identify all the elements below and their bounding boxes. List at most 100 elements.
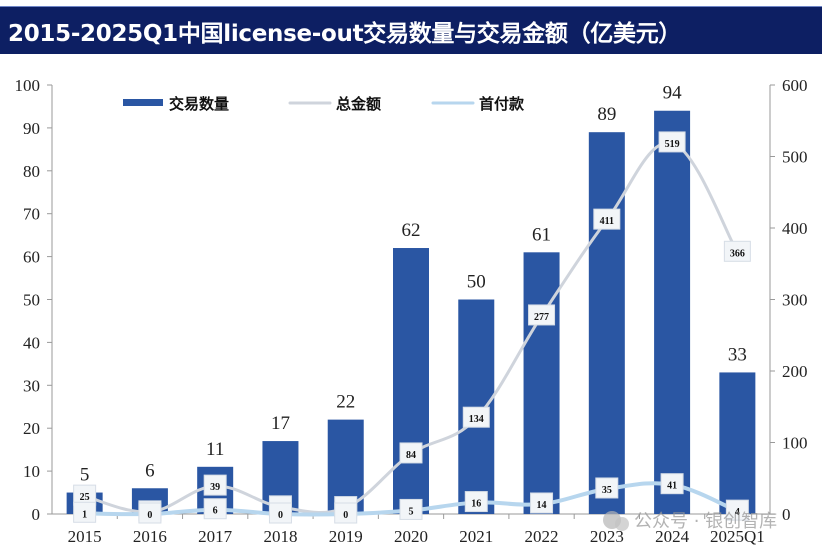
- x-tick-label: 2015: [68, 527, 102, 546]
- bar-value-label: 61: [532, 224, 551, 245]
- upfront-payment-line-point-label: 0: [268, 502, 292, 524]
- wechat-icon-bubble: [615, 517, 629, 531]
- x-tick-label: 2023: [590, 527, 624, 546]
- bar: [588, 132, 625, 514]
- upfront-payment-line-point-label: 0: [138, 502, 162, 524]
- axes: 0102030405060708090100010020030040050060…: [15, 76, 808, 546]
- label-text: 41: [667, 481, 677, 492]
- right-tick-label: 600: [782, 76, 808, 95]
- total-amount-line-point-label: 25: [73, 484, 97, 506]
- bar-value-label: 17: [271, 413, 290, 434]
- title-bar: 2015-2025Q1中国license-out交易数量与交易金额（亿美元）: [0, 6, 822, 54]
- label-text: 0: [343, 510, 348, 521]
- left-tick-label: 90: [23, 119, 40, 138]
- label-text: 16: [471, 499, 481, 510]
- total-amount-line-point-label: 519: [658, 131, 686, 153]
- upfront-payment-line-point-label: 14: [530, 492, 554, 514]
- label-text: 134: [469, 414, 484, 425]
- left-tick-label: 70: [23, 205, 40, 224]
- legend-swatch-bar: [123, 99, 163, 106]
- bar: [523, 252, 560, 514]
- x-tick-label: 2016: [133, 527, 167, 546]
- label-text: 0: [147, 510, 152, 521]
- bar-value-label: 89: [597, 104, 616, 125]
- legend-label: 首付款: [479, 95, 525, 113]
- x-tick-label: 2025Q1: [710, 527, 765, 546]
- total-amount-line-point-label: 411: [593, 208, 621, 230]
- label-box: [725, 499, 749, 521]
- label-text: 25: [80, 492, 90, 503]
- label-box: [462, 406, 490, 428]
- left-tick-label: 0: [32, 505, 41, 524]
- label-box: [268, 502, 292, 524]
- right-tick-label: 200: [782, 362, 808, 381]
- label-text: 5: [409, 506, 414, 517]
- bar-value-label: 22: [336, 392, 355, 413]
- label-box: [723, 240, 751, 262]
- left-tick-label: 60: [23, 248, 40, 267]
- label-box: [658, 131, 686, 153]
- x-tick-label: 2020: [394, 527, 428, 546]
- label-text: 277: [534, 312, 549, 323]
- left-tick-label: 50: [23, 291, 40, 310]
- legend-item-deal-count: 交易数量: [123, 95, 229, 113]
- bar-value-label: 11: [206, 439, 224, 460]
- upfront-payment-line-point-label: 0: [334, 502, 358, 524]
- label-box: [464, 491, 488, 513]
- total-amount-line-point-label: 39: [203, 474, 227, 496]
- label-text: 35: [602, 485, 612, 496]
- bar: [654, 110, 691, 515]
- total-amount-line-point-label: 134: [462, 406, 490, 428]
- bar-value-label: 6: [145, 460, 155, 481]
- upfront-payment-line-point-label: 4: [725, 499, 749, 521]
- total-amount-line-point-label: 366: [723, 240, 751, 262]
- label-box: [530, 492, 554, 514]
- label-text: 4: [735, 507, 740, 518]
- x-tick-label: 2021: [459, 527, 493, 546]
- bar: [719, 372, 756, 514]
- left-tick-label: 40: [23, 333, 40, 352]
- chart-title: 2015-2025Q1中国license-out交易数量与交易金额（亿美元）: [8, 20, 682, 47]
- label-text: 0: [278, 510, 283, 521]
- label-box: [203, 474, 227, 496]
- label-text: 39: [210, 482, 220, 493]
- left-tick-label: 10: [23, 462, 40, 481]
- right-tick-label: 100: [782, 434, 808, 453]
- left-tick-label: 80: [23, 162, 40, 181]
- label-box: [203, 498, 227, 520]
- watermark-text: 公众号 · 银创智库: [634, 511, 777, 532]
- bar: [393, 248, 429, 514]
- left-tick-label: 30: [23, 376, 40, 395]
- label-box: [334, 502, 358, 524]
- right-tick-label: 300: [782, 291, 808, 310]
- bar-value-label: 94: [663, 83, 683, 104]
- label-text: 366: [730, 248, 745, 259]
- label-text: 6: [213, 506, 218, 517]
- label-text: 519: [665, 139, 680, 150]
- legend-label: 交易数量: [169, 95, 229, 113]
- label-box: [595, 477, 619, 499]
- label-box: [593, 208, 621, 230]
- upfront-payment-line-point-label: 16: [464, 491, 488, 513]
- label-box: [73, 501, 97, 523]
- left-tick-label: 100: [15, 76, 41, 95]
- x-tick-label: 2017: [198, 527, 233, 546]
- left-tick-label: 20: [23, 419, 40, 438]
- upfront-payment-line-point-label: 41: [660, 473, 684, 495]
- total-amount-line-point-label: 84: [399, 442, 423, 464]
- bar-labels: 5 6 11 17 22 62 50 61 89 94 33: [80, 83, 747, 486]
- upfront-payment-line-point-label: 5: [399, 498, 423, 520]
- legend-item-total-amount: 总金额: [288, 95, 381, 113]
- legend-item-upfront-payment: 首付款: [431, 95, 525, 113]
- bar-value-label: 50: [467, 272, 486, 293]
- legend-label: 总金额: [336, 95, 381, 113]
- label-box: [660, 473, 684, 495]
- bar-value-label: 5: [80, 465, 90, 486]
- upfront-payment-line-point-label: 6: [203, 498, 227, 520]
- label-box: [138, 502, 162, 524]
- label-text: 411: [600, 216, 614, 227]
- x-tick-label: 2022: [525, 527, 559, 546]
- right-tick-label: 0: [782, 505, 791, 524]
- label-box: [399, 442, 423, 464]
